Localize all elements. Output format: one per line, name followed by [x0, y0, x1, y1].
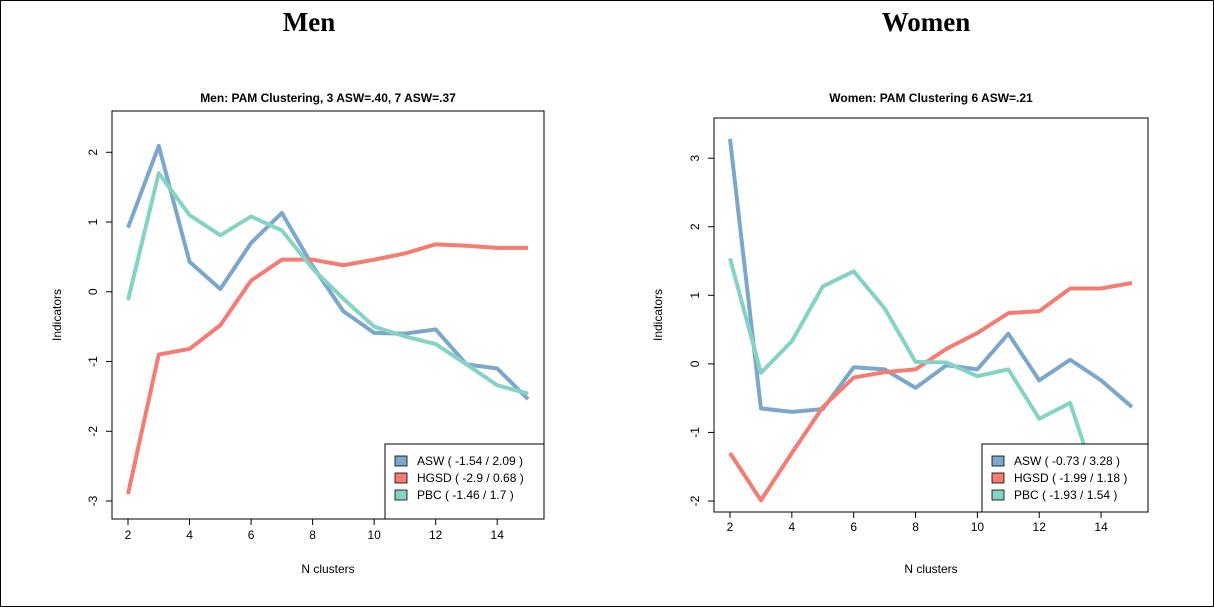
- men-legend-swatch: [394, 472, 408, 484]
- women-legend-box: [981, 443, 1149, 513]
- women-series-line-hgsd: [728, 281, 1133, 503]
- men-legend-label: HGSD ( -2.9 / 0.68 ): [417, 471, 524, 485]
- men-y-tick-label: 2: [86, 149, 100, 156]
- men-y-tick-label: 1: [86, 218, 100, 225]
- women-x-tick-label: 8: [912, 520, 919, 534]
- right-panel-title: Women: [881, 7, 971, 37]
- women-legend-label: ASW ( -0.73 / 3.28 ): [1014, 454, 1120, 468]
- women-series-line-pbc: [728, 257, 1132, 499]
- women-legend-label: PBC ( -1.93 / 1.54 ): [1014, 488, 1117, 502]
- women-x-tick-label: 2: [727, 520, 734, 534]
- women-x-tick-label: 10: [971, 520, 985, 534]
- men-x-tick-label: 4: [186, 528, 193, 542]
- men-y-tick-label: 0: [86, 288, 100, 295]
- women-legend-swatch: [991, 472, 1005, 484]
- men-legend-label: PBC ( -1.46 / 1.7 ): [417, 488, 514, 502]
- women-y-tick-label: -2: [688, 495, 702, 506]
- men-series-line-pbc: [126, 171, 529, 396]
- women-legend-swatch: [991, 455, 1005, 467]
- men-y-tick-label: -3: [86, 495, 100, 506]
- men-legend-swatch: [394, 489, 408, 501]
- women-y-tick-label: 0: [688, 360, 702, 367]
- women-chart: Women: PAM Clustering 6 ASW=.212 4 6 8 10 12 1…: [651, 91, 1149, 576]
- men-legend: ASW ( -1.54 / 2.09 ) HGSD ( -2.9 / 0.68 )…: [384, 443, 545, 520]
- women-legend-swatch: [991, 489, 1005, 501]
- women-y-tick-label: 3: [688, 155, 702, 162]
- men-x-tick-label: 10: [367, 528, 381, 542]
- women-x-tick-label: 14: [1094, 520, 1108, 534]
- men-x-axis-label: N clusters: [301, 562, 354, 576]
- men-legend-label: ASW ( -1.54 / 2.09 ): [417, 454, 523, 468]
- men-x-tick-label: 2: [125, 528, 132, 542]
- men-y-tick-label: -1: [86, 356, 100, 367]
- men-legend-swatch: [394, 455, 408, 467]
- women-series-line-asw: [728, 138, 1134, 414]
- women-plot-title: Women: PAM Clustering 6 ASW=.21: [829, 91, 1033, 105]
- men-x-tick-label: 14: [491, 528, 505, 542]
- women-y-tick-label: 2: [688, 223, 702, 230]
- men-y-tick-label: -2: [86, 426, 100, 437]
- men-chart: Men: PAM Clustering, 3 ASW=.40, 7 ASW=.3…: [50, 91, 545, 576]
- men-series-line-asw: [126, 144, 530, 401]
- women-y-tick-label: -1: [688, 427, 702, 438]
- women-y-tick-label: 1: [688, 292, 702, 299]
- women-legend-label: HGSD ( -1.99 / 1.18 ): [1014, 471, 1127, 485]
- men-series-line-hgsd: [126, 242, 528, 495]
- women-y-axis-label: Indicators: [651, 289, 665, 341]
- women-x-axis-label: N clusters: [904, 562, 957, 576]
- women-x-tick-label: 4: [789, 520, 796, 534]
- men-plot-title: Men: PAM Clustering, 3 ASW=.40, 7 ASW=.3…: [200, 91, 456, 105]
- left-panel-title: Men: [282, 7, 336, 37]
- women-legend: ASW ( -0.73 / 3.28 ) HGSD ( -1.99 / 1.18 …: [981, 443, 1149, 513]
- men-y-axis-label: Indicators: [50, 289, 64, 341]
- women-x-tick-label: 12: [1033, 520, 1047, 534]
- men-x-tick-label: 6: [248, 528, 255, 542]
- men-x-tick-label: 8: [309, 528, 316, 542]
- men-x-tick-label: 12: [429, 528, 443, 542]
- women-x-tick-label: 6: [850, 520, 857, 534]
- men-legend-box: [384, 443, 545, 520]
